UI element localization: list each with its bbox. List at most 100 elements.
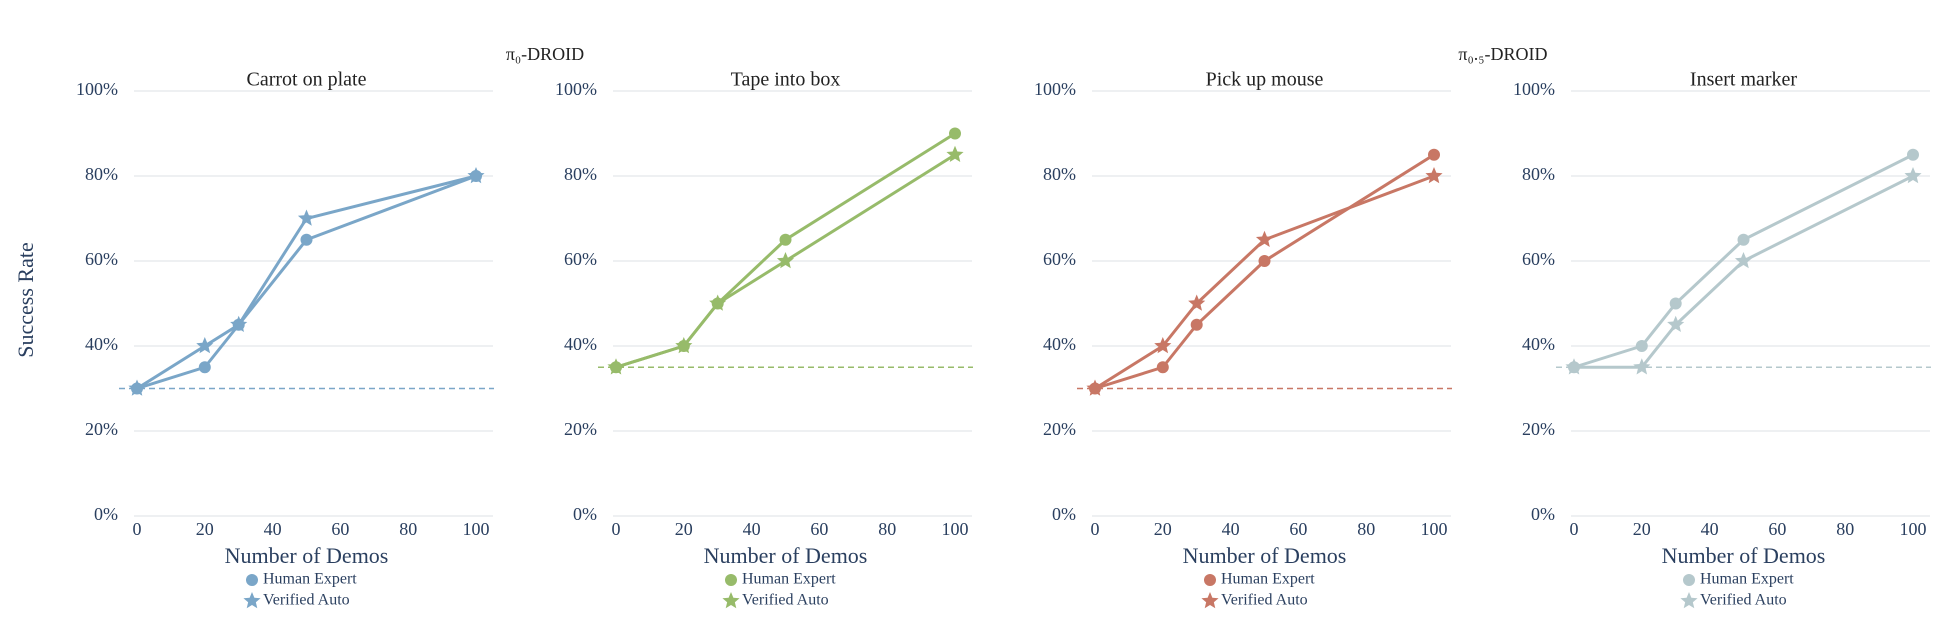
subplot: Insert marker 0% 20% 40% 60% 80% 100% 0 20 40 60 80… (1513, 69, 1931, 609)
data-point (1907, 148, 1919, 161)
y-tick-label: 80% (1043, 164, 1076, 184)
data-point (196, 337, 214, 354)
data-point (1633, 358, 1651, 375)
x-tick-label: 100 (1421, 519, 1448, 539)
y-tick-label: 0% (1052, 504, 1076, 524)
data-point (300, 233, 313, 246)
series-line (615, 132, 956, 369)
y-tick-label: 0% (1531, 504, 1555, 524)
data-point (1425, 167, 1443, 184)
x-axis-label: Number of Demos (1183, 543, 1347, 568)
series-line (136, 174, 477, 390)
legend-label: Verified Auto (1221, 592, 1308, 609)
y-tick-label: 60% (564, 249, 597, 269)
y-tick-label: 0% (573, 504, 597, 524)
legend-label: Human Expert (1221, 571, 1315, 588)
data-point (1904, 167, 1922, 184)
x-axis-label: Number of Demos (1662, 543, 1826, 568)
x-tick-label: 80 (1357, 519, 1375, 539)
data-point (1737, 233, 1750, 246)
legend-label: Verified Auto (742, 592, 829, 609)
series-line (1574, 174, 1914, 369)
y-tick-label: 0% (94, 504, 118, 524)
x-tick-label: 20 (675, 519, 693, 539)
data-point (1156, 361, 1169, 374)
y-tick-label: 100% (1513, 79, 1555, 99)
legend-marker (1201, 592, 1219, 609)
legend-label: Verified Auto (263, 592, 350, 609)
data-point (467, 167, 485, 184)
y-tick-label: 40% (1522, 334, 1555, 354)
group-title: π₀.₅-DROID (1458, 44, 1547, 64)
data-point (946, 145, 964, 163)
x-tick-label: 20 (1633, 519, 1651, 539)
y-tick-label: 60% (85, 249, 118, 269)
x-tick-label: 0 (612, 519, 621, 539)
series-line (1094, 174, 1435, 390)
subplot: Carrot on plate 0% 20% 40% 60% 80% 100% 0 20 40 60… (76, 69, 494, 609)
x-tick-label: 40 (264, 519, 282, 539)
x-tick-label: 80 (1836, 519, 1854, 539)
y-tick-label: 80% (85, 164, 118, 184)
data-point (297, 209, 316, 226)
x-tick-label: 40 (743, 519, 761, 539)
x-tick-label: 20 (1154, 519, 1172, 539)
legend-marker (246, 574, 258, 586)
legend-marker (1680, 592, 1698, 609)
y-axis-label: Success Rate (13, 242, 38, 357)
x-tick-label: 80 (878, 519, 896, 539)
series-line (1094, 153, 1435, 390)
x-tick-label: 100 (942, 519, 969, 539)
data-point (1154, 337, 1172, 354)
subplot-title: Carrot on plate (247, 69, 367, 91)
data-point (1086, 379, 1104, 396)
y-tick-label: 80% (564, 164, 597, 184)
subplot-title: Insert marker (1690, 69, 1798, 91)
y-tick-label: 60% (1043, 249, 1076, 269)
subplot: Pick up mouse 0% 20% 40% 60% 80% 100% 0 20 40 60 80… (1034, 69, 1452, 609)
y-tick-label: 40% (1043, 334, 1076, 354)
y-tick-label: 20% (564, 419, 597, 439)
data-point (776, 252, 795, 269)
legend-label: Verified Auto (1700, 592, 1787, 609)
x-axis-label: Number of Demos (225, 543, 389, 568)
legend-label: Human Expert (742, 571, 836, 588)
data-point (1565, 358, 1583, 375)
data-point (230, 315, 248, 333)
data-point (675, 337, 693, 354)
x-tick-label: 0 (133, 519, 142, 539)
subplot: Tape into box 0% 20% 40% 60% 80% 100% 0 20 40 60 80… (555, 69, 973, 609)
data-point (779, 233, 792, 246)
x-tick-label: 20 (196, 519, 214, 539)
data-point (198, 361, 211, 374)
data-point (128, 379, 146, 396)
data-point (1258, 255, 1271, 267)
y-tick-label: 100% (1034, 79, 1076, 99)
y-tick-label: 40% (85, 334, 118, 354)
data-point (949, 127, 961, 140)
data-point (1734, 252, 1753, 269)
x-tick-label: 100 (1900, 519, 1927, 539)
x-tick-label: 40 (1701, 519, 1719, 539)
y-tick-label: 60% (1522, 249, 1555, 269)
y-tick-label: 40% (564, 334, 597, 354)
data-point (1669, 297, 1682, 310)
data-point (1667, 315, 1685, 333)
x-axis-label: Number of Demos (704, 543, 868, 568)
data-point (1428, 148, 1440, 161)
x-tick-label: 40 (1222, 519, 1240, 539)
y-tick-label: 80% (1522, 164, 1555, 184)
data-point (1190, 318, 1203, 331)
x-tick-label: 60 (810, 519, 828, 539)
group-title: π₀-DROID (506, 44, 584, 64)
legend-marker (1204, 574, 1216, 586)
data-point (1635, 340, 1648, 352)
data-point (607, 358, 625, 375)
legend-marker (722, 592, 740, 609)
x-tick-label: 60 (1768, 519, 1786, 539)
data-point (1188, 294, 1206, 311)
y-tick-label: 20% (1043, 419, 1076, 439)
y-tick-label: 20% (1522, 419, 1555, 439)
legend-label: Human Expert (263, 571, 357, 588)
